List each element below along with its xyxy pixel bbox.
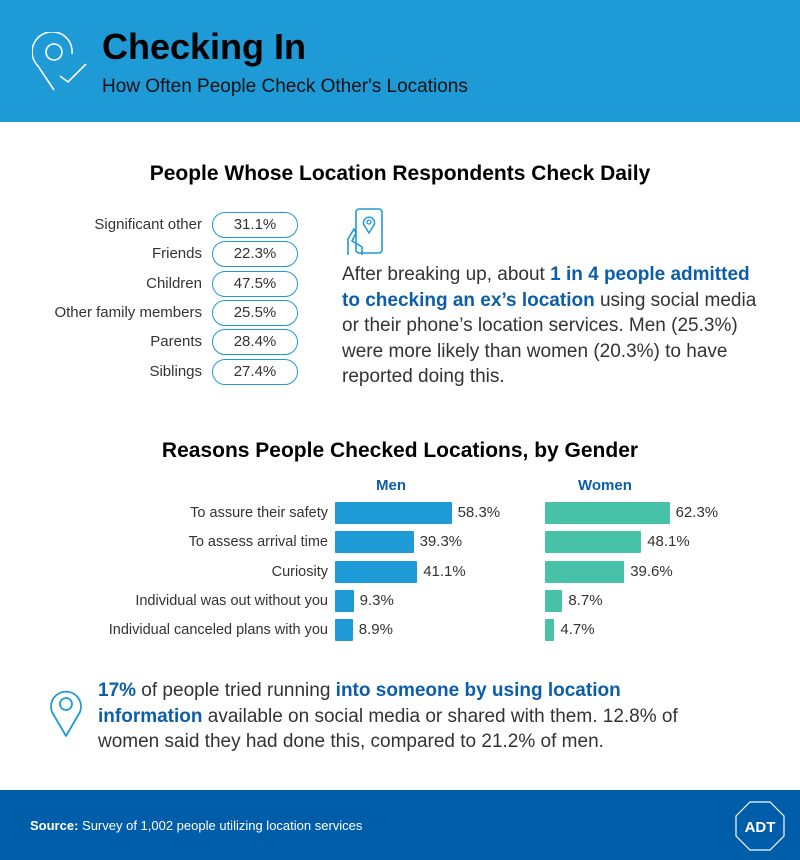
ex-location-fact: After breaking up, about 1 in 4 people a…	[342, 262, 767, 390]
data-label: 62.3%	[675, 504, 719, 521]
data-label: 58.3%	[457, 504, 501, 521]
bar-men	[335, 560, 418, 583]
category-label: To assess arrival time	[188, 534, 328, 551]
daily-label: Other family members	[54, 303, 202, 321]
fact-text: After breaking up, about	[342, 264, 551, 285]
data-label: 48.1%	[647, 533, 690, 551]
source-label: Source:	[30, 818, 79, 833]
bar-men	[335, 502, 452, 524]
daily-value-pill: 47.5%	[212, 270, 298, 297]
header: Checking In How Often People Check Other…	[0, 0, 800, 122]
category-label: Individual canceled plans with you	[108, 622, 328, 639]
data-label: 8.7%	[568, 591, 603, 609]
data-label: 41.1%	[423, 562, 466, 580]
footer: ADT	[0, 790, 800, 860]
location-pin-check-icon	[32, 32, 87, 91]
daily-label: Significant other	[94, 216, 202, 233]
daily-label: Parents	[150, 333, 202, 351]
svg-text:ADT: ADT	[745, 819, 776, 836]
running-into-fact: 17% of people tried running into someone…	[98, 678, 728, 755]
data-label: 39.6%	[630, 562, 673, 580]
daily-heading: People Whose Location Respondents Check …	[149, 162, 651, 185]
bar-women	[545, 560, 625, 583]
data-label: 9.3%	[359, 591, 394, 609]
legend-men: Men	[376, 477, 406, 494]
adt-logo: ADT	[735, 801, 785, 851]
page-title: Checking In	[102, 26, 307, 67]
daily-value-pill: 28.4%	[212, 329, 298, 356]
category-label: Individual was out without you	[135, 592, 328, 609]
location-pin-icon	[50, 690, 82, 737]
daily-value-pill: 27.4%	[212, 358, 298, 385]
data-label: 4.7%	[560, 621, 595, 639]
source-note: Source: Survey of 1,002 people utilizing…	[30, 818, 362, 833]
daily-value-pill: 31.1%	[212, 212, 298, 238]
legend-women: Women	[578, 477, 632, 494]
bar-women	[545, 589, 563, 612]
phone-location-icon	[347, 208, 383, 255]
bar-women	[545, 531, 642, 554]
page-subtitle: How Often People Check Other's Locations	[102, 76, 468, 97]
fact-text: available on social media or shared with…	[98, 705, 678, 753]
bar-women	[545, 619, 555, 642]
data-label: 39.3%	[419, 533, 463, 551]
daily-value-pill: 25.5%	[212, 299, 298, 326]
daily-label: Siblings	[149, 362, 202, 380]
bar-women	[545, 502, 670, 524]
fact-text: using social media or their phone’s loca…	[342, 289, 757, 388]
daily-value-pill: 22.3%	[212, 241, 298, 268]
daily-label: Children	[146, 274, 202, 292]
category-label: To assure their safety	[190, 505, 328, 521]
chart-title: Reasons People Checked Locations, by Gen…	[161, 439, 639, 462]
category-label: Curiosity	[271, 563, 328, 580]
fact-text: of people tried running	[136, 680, 336, 701]
fact-highlight: 1 in 4 people admitted to checking an ex…	[342, 264, 750, 311]
source-text: Survey of 1,002 people utilizing locatio…	[78, 818, 363, 833]
data-label: 8.9%	[358, 621, 393, 639]
fact-highlight: 17%	[98, 680, 137, 701]
fact-highlight: into someone by using location informati…	[98, 680, 621, 727]
bar-men	[335, 619, 353, 642]
bar-men	[335, 589, 354, 612]
bar-men	[335, 531, 414, 554]
daily-label: Friends	[151, 245, 202, 263]
